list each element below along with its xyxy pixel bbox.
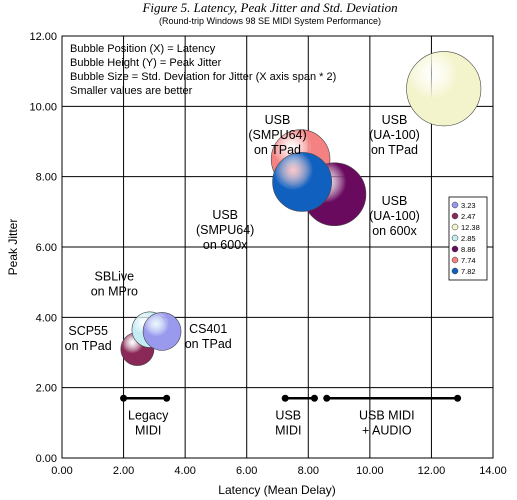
y-tick-label: 8.00: [36, 172, 57, 184]
annotation-label: USB: [382, 194, 408, 208]
legend-entry: 7.74: [461, 256, 476, 265]
bubble-3.23: [142, 312, 182, 351]
annotation-label: SBLive: [95, 269, 135, 283]
y-tick-label: 12.00: [29, 31, 57, 43]
x-tick-label: 12.00: [418, 465, 446, 477]
legend-entry: 7.82: [461, 267, 476, 276]
annotation-label: on TPad: [254, 143, 301, 157]
y-tick-label: 2.00: [36, 383, 57, 395]
annotation-label: USB: [275, 408, 301, 422]
annotation-label: (SMPU64): [196, 223, 254, 237]
annotation-label: (SMPU64): [248, 128, 306, 142]
range-endpoint: [281, 394, 289, 402]
note-line: Bubble Height (Y) = Peak Jitter: [70, 57, 222, 69]
chart-notes: Bubble Position (X) = Latency Bubble Heig…: [70, 43, 336, 97]
x-tick-label: 4.00: [174, 465, 195, 477]
legend-marker-7.74: [451, 256, 459, 264]
range-endpoint: [120, 394, 128, 402]
annotation-label: on TPad: [65, 339, 112, 353]
x-tick-label: 14.00: [479, 465, 507, 477]
annotation-label: MIDI: [135, 423, 161, 437]
bubbles: [120, 51, 482, 366]
note-line: Bubble Size = Std. Deviation for Jitter …: [70, 71, 336, 83]
legend-marker-8.86: [451, 245, 459, 253]
range-bars: [120, 394, 462, 402]
annotation-label: (UA-100): [369, 209, 420, 223]
legend-marker-3.23: [451, 201, 459, 209]
annotation-label: on 600x: [203, 238, 248, 252]
x-tick-label: 0.00: [51, 465, 72, 477]
legend-entry: 2.47: [461, 212, 476, 221]
note-line: Bubble Position (X) = Latency: [70, 43, 216, 55]
legend-entry: 12.38: [461, 223, 480, 232]
legend-entry: 2.85: [461, 234, 476, 243]
annotation-label: (UA-100): [369, 128, 420, 142]
annotation-label: USB: [212, 208, 238, 222]
annotation-label: on 600x: [372, 224, 417, 238]
note-line: Smaller values are better: [70, 85, 193, 97]
x-tick-label: 6.00: [236, 465, 257, 477]
legend: 3.23 2.47 12.38 2.85 8.86 7.74 7.82: [448, 196, 488, 281]
annotation-label: on MPro: [91, 284, 138, 298]
annotation-label: USB MIDI: [359, 408, 415, 422]
annotation-label: on TPad: [371, 143, 418, 157]
annotation-label: USB: [265, 113, 291, 127]
y-tick-label: 10.00: [29, 101, 57, 113]
y-tick-label: 0.00: [36, 453, 57, 465]
y-tick-label: 4.00: [36, 312, 57, 324]
y-tick-label: 6.00: [36, 242, 57, 254]
bubble-7.82: [272, 152, 332, 212]
range-endpoint: [310, 394, 318, 402]
x-tick-label: 2.00: [113, 465, 134, 477]
annotation-label: SCP55: [68, 324, 108, 338]
legend-entry: 8.86: [461, 245, 476, 254]
legend-marker-2.85: [451, 234, 459, 242]
annotation-label: CS401: [189, 322, 227, 336]
annotation-label: MIDI: [275, 423, 301, 437]
y-axis-label: Peak Jitter: [6, 219, 20, 276]
bubble-12.38: [406, 51, 482, 127]
legend-entry: 3.23: [461, 201, 476, 210]
x-tick-label: 10.00: [356, 465, 384, 477]
legend-marker-2.47: [451, 212, 459, 220]
annotation-label: on TPad: [185, 337, 232, 351]
annotation-label: Legacy: [128, 408, 169, 422]
legend-marker-7.82: [451, 267, 459, 275]
range-endpoint: [163, 394, 171, 402]
chart-subtitle: (Round-trip Windows 98 SE MIDI System Pe…: [159, 16, 381, 26]
chart-title: Figure 5. Latency, Peak Jitter and Std. …: [141, 0, 397, 15]
x-tick-label: 8.00: [298, 465, 319, 477]
x-axis-label: Latency (Mean Delay): [218, 483, 335, 497]
annotation-label: + AUDIO: [362, 423, 412, 437]
tick-labels: 0.00 2.00 4.00 6.00 8.00 10.00 12.00 14.00 0.00 2…: [29, 31, 506, 477]
annotation-label: USB: [382, 113, 408, 127]
range-endpoint: [454, 394, 462, 402]
legend-marker-12.38: [451, 223, 459, 231]
range-endpoint: [323, 394, 331, 402]
